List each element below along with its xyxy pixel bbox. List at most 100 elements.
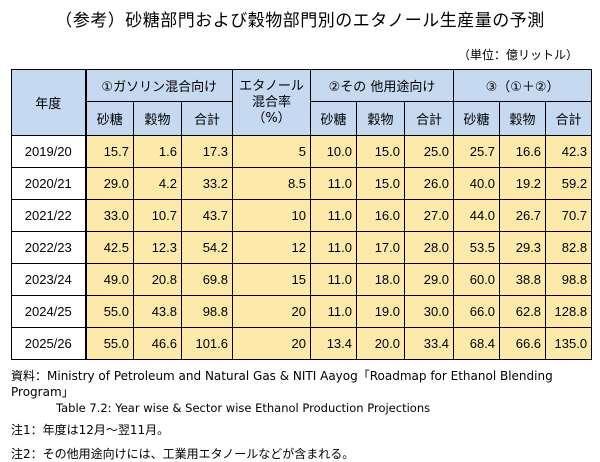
value-cell: 70.7 [545, 199, 593, 232]
page-title: （参考）砂糖部門および穀物部門別のエタノール生産量の予測 [55, 11, 545, 31]
value-cell: 82.8 [545, 231, 593, 264]
value-cell: 46.6 [133, 327, 182, 360]
table-row: 2024/25 55.0 43.8 98.8 20 11.0 19.0 30.0 66.0 62.… [11, 295, 593, 328]
year-cell: 2022/23 [11, 231, 86, 264]
header-rate-line2: 混合率 [252, 94, 292, 110]
value-cell: 43.8 [133, 295, 182, 328]
value-cell: 12 [232, 231, 312, 264]
value-cell: 55.0 [84, 327, 134, 360]
value-cell: 69.8 [180, 263, 234, 296]
value-cell: 59.2 [545, 167, 593, 200]
table-row: 2022/23 42.5 12.3 54.2 12 11.0 17.0 28.0 53.5 29.… [11, 231, 593, 264]
header-g3-total: 合計 [545, 101, 593, 136]
value-cell: 33.4 [404, 327, 455, 360]
value-cell: 53.5 [453, 231, 501, 264]
value-cell: 54.2 [180, 231, 234, 264]
year-cell: 2023/24 [11, 263, 86, 296]
value-cell: 19.0 [356, 295, 406, 328]
value-cell: 60.0 [453, 263, 501, 296]
value-cell: 44.0 [453, 199, 501, 232]
value-cell: 25.0 [404, 135, 455, 168]
value-cell: 15.0 [356, 167, 406, 200]
value-cell: 38.8 [499, 263, 547, 296]
value-cell: 17.3 [180, 135, 234, 168]
table-row: 2025/26 55.0 46.6 101.6 20 13.4 20.0 33.4 68.4 66… [11, 327, 593, 360]
table-row: 2020/21 29.0 4.2 33.2 8.5 11.0 15.0 26.0 40.0 19.… [11, 167, 593, 200]
value-cell: 20.0 [356, 327, 406, 360]
value-cell: 11.0 [310, 263, 358, 296]
value-cell: 25.7 [453, 135, 501, 168]
value-cell: 49.0 [84, 263, 134, 296]
value-cell: 16.0 [356, 199, 406, 232]
header-combined: ③（①＋②） [453, 69, 593, 102]
note-2: 注2：その他用途向けには、工業用エタノールなどが含まれる。 [11, 447, 355, 461]
value-cell: 11.0 [310, 295, 358, 328]
note-1: 注1：年度は12月～翌11月。 [11, 423, 170, 437]
value-cell: 30.0 [404, 295, 455, 328]
value-cell: 20.8 [133, 263, 182, 296]
value-cell: 62.8 [499, 295, 547, 328]
value-cell: 29.0 [84, 167, 134, 200]
value-cell: 15 [232, 263, 312, 296]
value-cell: 135.0 [545, 327, 593, 360]
header-g2-grain: 穀物 [356, 101, 406, 136]
value-cell: 11.0 [310, 167, 358, 200]
value-cell: 98.8 [545, 263, 593, 296]
value-cell: 16.6 [499, 135, 547, 168]
header-gasoline-blend: ①ガソリン混合向け [84, 69, 234, 102]
value-cell: 66.6 [499, 327, 547, 360]
value-cell: 11.0 [310, 199, 358, 232]
ethanol-production-table: 年度 ①ガソリン混合向け エタノール 混合率 （%） ②その 他用途向け ③（①… [11, 69, 593, 360]
year-cell: 2025/26 [11, 327, 86, 360]
value-cell: 28.0 [404, 231, 455, 264]
header-rate-line3: （%） [252, 110, 291, 126]
value-cell: 33.2 [180, 167, 234, 200]
value-cell: 98.8 [180, 295, 234, 328]
value-cell: 42.3 [545, 135, 593, 168]
table-row: 2021/22 33.0 10.7 43.7 10 11.0 16.0 27.0 44.0 26.… [11, 199, 593, 232]
value-cell: 18.0 [356, 263, 406, 296]
value-cell: 4.2 [133, 167, 182, 200]
value-cell: 17.0 [356, 231, 406, 264]
value-cell: 43.7 [180, 199, 234, 232]
value-cell: 27.0 [404, 199, 455, 232]
value-cell: 19.2 [499, 167, 547, 200]
value-cell: 29.3 [499, 231, 547, 264]
value-cell: 10 [232, 199, 312, 232]
value-cell: 66.0 [453, 295, 501, 328]
table-row: 2019/20 15.7 1.6 17.3 5 10.0 15.0 25.0 25.7 16.6 4… [11, 135, 593, 168]
header-g3-sugar: 砂糖 [453, 101, 501, 136]
header-g3-grain: 穀物 [499, 101, 547, 136]
header-g1-total: 合計 [180, 101, 234, 136]
header-year: 年度 [11, 69, 86, 136]
value-cell: 13.4 [310, 327, 358, 360]
year-cell: 2021/22 [11, 199, 86, 232]
header-g2-total: 合計 [404, 101, 455, 136]
value-cell: 128.8 [545, 295, 593, 328]
value-cell: 20 [232, 295, 312, 328]
value-cell: 1.6 [133, 135, 182, 168]
source-line-2: Table 7.2: Year wise & Sector wise Ethan… [56, 401, 431, 415]
value-cell: 11.0 [310, 231, 358, 264]
value-cell: 20 [232, 327, 312, 360]
value-cell: 12.3 [133, 231, 182, 264]
value-cell: 10.7 [133, 199, 182, 232]
value-cell: 26.7 [499, 199, 547, 232]
value-cell: 8.5 [232, 167, 312, 200]
value-cell: 15.7 [84, 135, 134, 168]
table-row: 2023/24 49.0 20.8 69.8 15 11.0 18.0 29.0 60.0 38.… [11, 263, 593, 296]
header-g1-sugar: 砂糖 [84, 101, 134, 136]
header-g1-grain: 穀物 [133, 101, 182, 136]
value-cell: 40.0 [453, 167, 501, 200]
header-blend-rate: エタノール 混合率 （%） [232, 69, 312, 136]
value-cell: 5 [232, 135, 312, 168]
unit-label: （単位：億リットル） [457, 48, 578, 62]
value-cell: 68.4 [453, 327, 501, 360]
year-cell: 2020/21 [11, 167, 86, 200]
source-line-1: 資料：Ministry of Petroleum and Natural Gas… [11, 369, 553, 399]
year-cell: 2019/20 [11, 135, 86, 168]
value-cell: 101.6 [180, 327, 234, 360]
header-other-use: ②その 他用途向け [310, 69, 455, 102]
value-cell: 42.5 [84, 231, 134, 264]
year-cell: 2024/25 [11, 295, 86, 328]
